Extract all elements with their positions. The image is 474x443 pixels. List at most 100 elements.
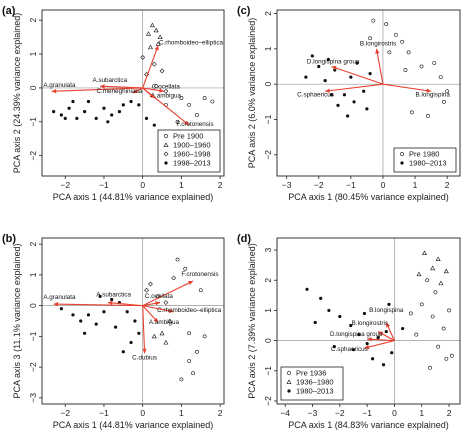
y-tick-label: −3	[28, 393, 38, 403]
legend-box	[280, 366, 344, 401]
vector-label: F.crotonensis	[181, 271, 218, 278]
arrow-head	[107, 300, 113, 306]
y-tick-label: 3	[263, 247, 273, 252]
point-open-triangle	[155, 41, 161, 46]
x-axis-label: PCA axis 1 (44.81% variance explained)	[53, 192, 214, 202]
y-tick-label: −2	[28, 362, 38, 372]
loading-arrow	[142, 45, 159, 89]
x-axis-label: PCA axis 1 (84.83% variance explained)	[288, 420, 449, 430]
point-filled	[86, 99, 91, 104]
vector-label: A.granulata	[43, 294, 76, 301]
point-open-triangle	[163, 339, 169, 345]
point-filled	[376, 336, 380, 340]
vector-label: C.rhomboideo–elliptica	[157, 307, 222, 314]
point-filled	[110, 113, 114, 117]
point-open-triangle	[163, 142, 169, 147]
point-filled	[370, 357, 375, 361]
loading-arrow	[53, 303, 143, 307]
x-tick-label: 0	[392, 408, 397, 418]
point-filled	[313, 320, 317, 325]
y-tick-label: 2	[28, 18, 38, 23]
point-filled	[400, 161, 404, 165]
point-filled	[102, 310, 106, 314]
point-filled	[79, 319, 83, 323]
x-tick-label: 1	[179, 408, 184, 418]
panel-letter: (d)	[237, 233, 251, 245]
x-tick-label: −1	[99, 408, 109, 418]
point-filled	[52, 110, 56, 114]
plot-frame	[41, 237, 225, 405]
point-filled	[342, 93, 347, 97]
loading-arrow	[142, 305, 174, 313]
x-tick-label: 0	[140, 408, 145, 418]
loading-arrow	[325, 83, 384, 92]
vector-label: C.sphaericus	[297, 92, 334, 99]
legend-box	[157, 129, 221, 173]
arrow-head	[155, 301, 161, 306]
point-filled	[317, 64, 321, 69]
point-filled	[332, 345, 336, 349]
point-open-circle	[400, 152, 404, 156]
point-open-circle	[210, 99, 215, 104]
point-filled	[63, 116, 67, 121]
point-filled	[71, 99, 75, 104]
x-tick-label: 0	[381, 180, 386, 190]
arrow-head	[168, 308, 174, 314]
vector-label: A.subarctica	[96, 291, 131, 298]
point-open-circle	[432, 61, 437, 65]
x-tick-label: −1	[362, 408, 372, 418]
vector-label: A.subarctica	[92, 77, 127, 84]
plot-frame	[276, 9, 461, 177]
point-open-circle	[409, 110, 414, 115]
point-open-circle	[368, 36, 373, 41]
point-open-circle	[425, 278, 430, 283]
y-tick-label: −2	[263, 396, 273, 406]
point-open-circle	[414, 332, 419, 337]
arrow-head	[364, 344, 370, 350]
plot-frame	[276, 237, 461, 405]
point-filled	[164, 161, 168, 165]
legend-entry: 1936–1980	[296, 378, 334, 387]
vector-label: A.granulata	[43, 82, 76, 89]
point-filled	[287, 389, 291, 393]
legend-entry: 1960–1998	[173, 150, 211, 159]
point-open-diamond	[163, 300, 169, 305]
legend-entry: 1980–2013	[296, 387, 334, 396]
point-open-triangle	[167, 318, 173, 323]
point-filled	[94, 116, 98, 121]
point-filled	[310, 54, 314, 58]
vector-label: B.longirostris	[360, 40, 396, 47]
arrow-head	[325, 88, 330, 93]
point-filled	[362, 89, 366, 93]
panel-a: (a) −2 −1 0 1 2 −2 −1 0 1 2 PCA axis 1 (44.81% vari…	[2, 5, 225, 202]
plot-frame	[41, 9, 225, 177]
point-filled	[390, 351, 394, 355]
vector-label: D.longispina group	[330, 331, 383, 338]
point-filled	[98, 294, 102, 299]
x-tick-label: −3	[308, 408, 318, 418]
point-filled	[352, 100, 356, 104]
point-open-diamond	[148, 281, 153, 287]
legend-entry: 1998–2013	[173, 159, 211, 168]
point-open-triangle	[147, 44, 153, 50]
y-tick-label: 1	[28, 272, 38, 277]
y-tick-label: 2	[263, 11, 273, 16]
point-filled	[319, 296, 323, 300]
point-filled	[137, 103, 141, 107]
point-open-circle	[183, 266, 188, 271]
x-axis-label: PCA axis 1 (44.81% variance explained)	[53, 420, 214, 430]
point-filled	[368, 71, 372, 76]
y-axis-label: PCA axis 2 (24.39% variance explained)	[12, 13, 22, 174]
point-open-diamond	[151, 61, 157, 67]
x-axis-label: PCA axis 1 (80.45% variance explained)	[288, 192, 449, 202]
point-open-triangle	[435, 256, 441, 262]
x-tick-label: 1	[419, 408, 424, 418]
point-filled	[137, 331, 141, 335]
point-filled	[327, 308, 331, 313]
arrow-head	[51, 88, 57, 94]
point-open-diamond	[163, 88, 169, 94]
y-tick-label: 0	[263, 338, 273, 343]
legend-box	[393, 147, 457, 173]
